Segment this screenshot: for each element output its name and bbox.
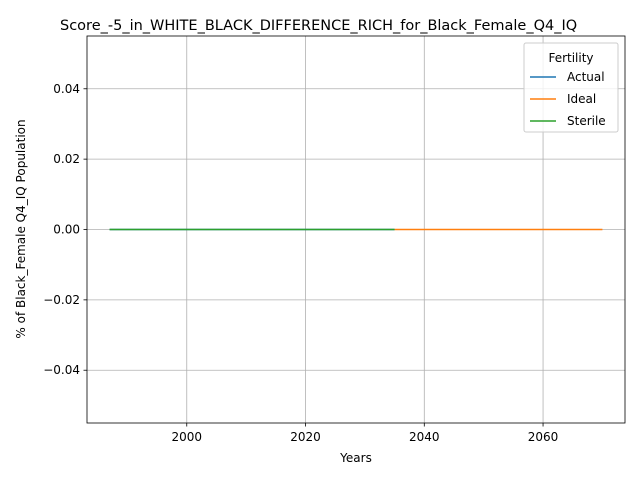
legend-label-ideal: Ideal: [567, 92, 596, 106]
x-tick-label: 2020: [290, 430, 321, 444]
legend: Fertility Actual Ideal Sterile: [523, 42, 619, 133]
x-tick-label: 2060: [528, 430, 559, 444]
y-tick-label: −0.04: [43, 363, 80, 377]
y-tick-label: 0.02: [53, 152, 80, 166]
y-tick-label: −0.02: [43, 293, 80, 307]
y-tick-label: 0.00: [53, 223, 80, 237]
legend-label-sterile: Sterile: [567, 114, 606, 128]
x-tick-label: 2040: [409, 430, 440, 444]
y-tick-label: 0.04: [53, 82, 80, 96]
chart-title: Score_-5_in_WHITE_BLACK_DIFFERENCE_RICH_…: [60, 18, 577, 34]
legend-title: Fertility: [548, 51, 593, 65]
axis-ticks: 2000 2020 2040 2060 −0.04 −0.02 0.00 0.02 0.04: [43, 82, 558, 444]
legend-label-actual: Actual: [567, 70, 605, 84]
x-axis-label: Years: [339, 451, 372, 465]
legend-items: Actual Ideal Sterile: [530, 70, 606, 128]
x-tick-label: 2000: [171, 430, 202, 444]
legend-box: [523, 42, 619, 133]
y-axis-label: % of Black_Female Q4_IQ Population: [14, 119, 28, 338]
